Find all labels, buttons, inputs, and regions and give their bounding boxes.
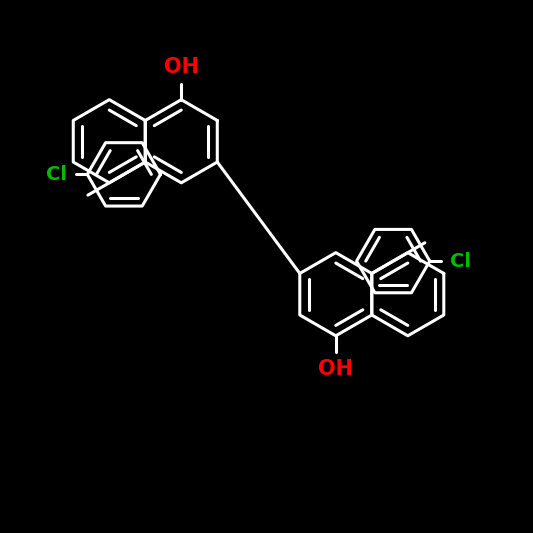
Text: OH: OH xyxy=(164,56,199,77)
Text: Cl: Cl xyxy=(450,252,471,271)
Text: OH: OH xyxy=(318,359,353,379)
Text: Cl: Cl xyxy=(46,165,67,184)
